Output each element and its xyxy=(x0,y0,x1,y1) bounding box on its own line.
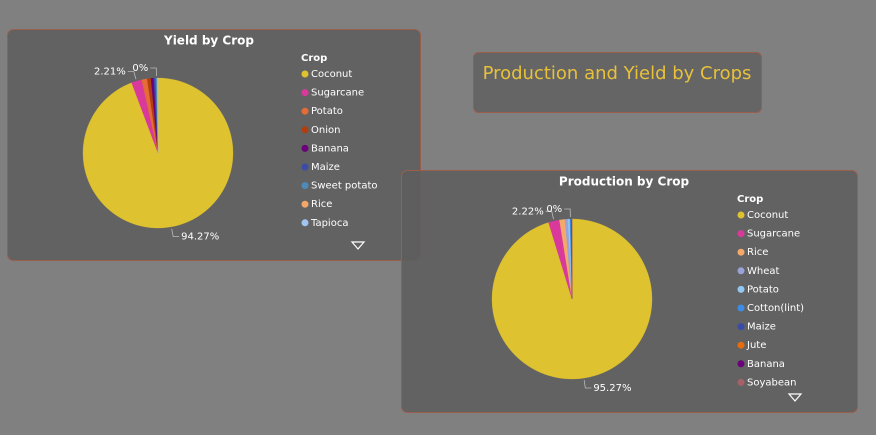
chart-title: Production by Crop xyxy=(559,175,690,189)
legend-label: Sweet potato xyxy=(311,181,377,192)
legend-label: Rice xyxy=(747,247,768,258)
data-label: 0% xyxy=(546,204,562,215)
data-label: 95.27% xyxy=(593,383,631,394)
data-label: 2.22% xyxy=(512,206,544,217)
legend-label: Onion xyxy=(311,125,340,136)
legend-label: Maize xyxy=(311,162,340,173)
legend-title: Crop xyxy=(301,53,327,64)
legend-marker xyxy=(737,211,745,219)
legend-marker xyxy=(737,248,745,256)
legend-marker xyxy=(737,323,745,331)
legend-scroll-arrow xyxy=(350,241,366,250)
legend-scroll-arrow xyxy=(787,393,803,402)
legend-label: Wheat xyxy=(747,266,780,277)
legend-label: Sugarcane xyxy=(747,229,800,240)
legend-label: Tapioca xyxy=(310,218,348,229)
legend-marker xyxy=(301,144,309,152)
legend-marker xyxy=(301,200,309,208)
data-label: 2.21% xyxy=(94,67,126,78)
legend-marker xyxy=(301,219,309,227)
legend-marker xyxy=(737,341,745,349)
data-label: 94.27% xyxy=(181,232,219,243)
legend-label: Cotton(lint) xyxy=(747,303,804,314)
chart-title: Yield by Crop xyxy=(163,34,254,48)
legend-marker xyxy=(301,89,309,97)
legend-marker xyxy=(301,126,309,134)
legend-label: Potato xyxy=(311,106,343,117)
legend-label: Coconut xyxy=(311,69,352,80)
chart-panel: Production by Crop 95.27% 2.22% 0% Crop Cocon… xyxy=(401,170,858,413)
legend-marker xyxy=(737,360,745,368)
legend-label: Sugarcane xyxy=(311,88,364,99)
legend-label: Coconut xyxy=(747,210,788,221)
legend-label: Banana xyxy=(311,143,349,154)
legend-label: Rice xyxy=(311,199,332,210)
leader-line xyxy=(564,208,571,218)
legend-marker xyxy=(301,107,309,115)
leader-line xyxy=(171,228,180,238)
legend-marker xyxy=(737,285,745,293)
page-title: Production and Yield by Crops xyxy=(483,63,752,84)
legend-marker xyxy=(301,182,309,190)
legend-marker xyxy=(737,378,745,386)
legend-label: Banana xyxy=(747,359,785,370)
legend-marker xyxy=(737,304,745,312)
legend-label: Potato xyxy=(747,284,779,295)
legend-title: Crop xyxy=(737,194,763,205)
leader-line xyxy=(150,67,157,77)
legend-marker xyxy=(301,163,309,171)
chart-panel: Yield by Crop 94.27% 2.21% 0% Crop Coconut Sug… xyxy=(7,29,421,261)
title-box: Production and Yield by Crops xyxy=(473,52,762,113)
legend-marker xyxy=(737,230,745,238)
leader-line xyxy=(127,71,137,80)
legend-label: Jute xyxy=(746,340,766,351)
data-label: 0% xyxy=(132,63,148,74)
title-box-frame xyxy=(473,52,762,113)
legend-marker xyxy=(301,70,309,78)
legend-label: Maize xyxy=(747,322,776,333)
legend-marker xyxy=(737,267,745,275)
legend-label: Soyabean xyxy=(747,377,796,388)
leader-line xyxy=(583,380,592,389)
leader-line xyxy=(545,210,554,220)
